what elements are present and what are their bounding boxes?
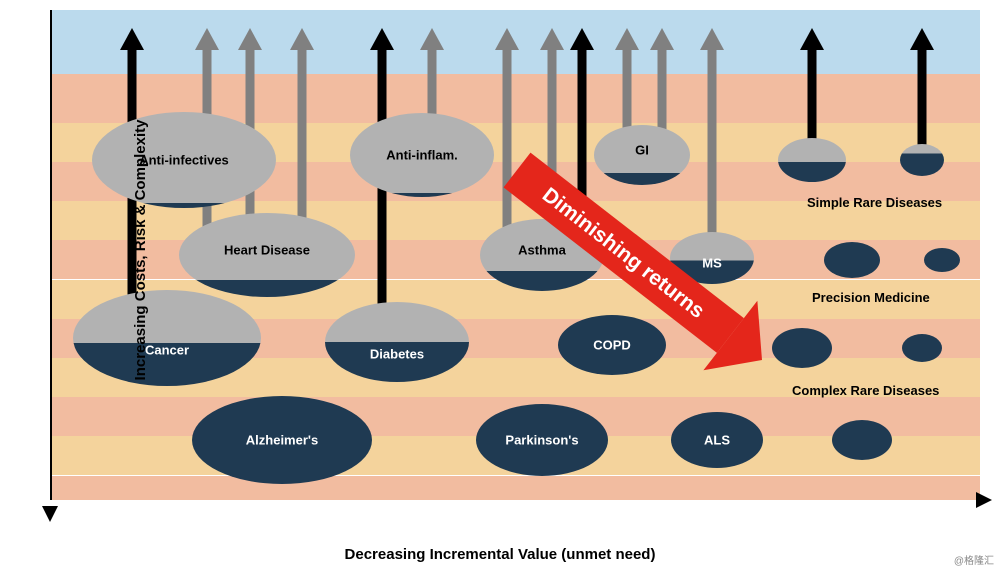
watermark: @格隆汇	[954, 552, 994, 567]
x-axis-arrow	[972, 490, 992, 510]
diminishing-returns-arrow: Diminishing returns	[490, 135, 789, 395]
plot-area: Anti-infectivesAnti-inflam.GIHeart Disea…	[50, 10, 980, 500]
big-arrow-layer: Diminishing returns	[52, 10, 980, 498]
chart-container: Anti-infectivesAnti-inflam.GIHeart Disea…	[50, 10, 980, 510]
y-axis-label: Increasing Costs, Risk & Complexity	[132, 120, 149, 381]
x-axis-label: Decreasing Incremental Value (unmet need…	[345, 546, 656, 563]
category-label: Simple Rare Diseases	[807, 195, 942, 210]
category-label: Precision Medicine	[812, 290, 930, 305]
y-axis-arrow	[40, 502, 60, 522]
svg-text:Diminishing returns: Diminishing returns	[538, 183, 709, 323]
category-label: Complex Rare Diseases	[792, 383, 939, 398]
